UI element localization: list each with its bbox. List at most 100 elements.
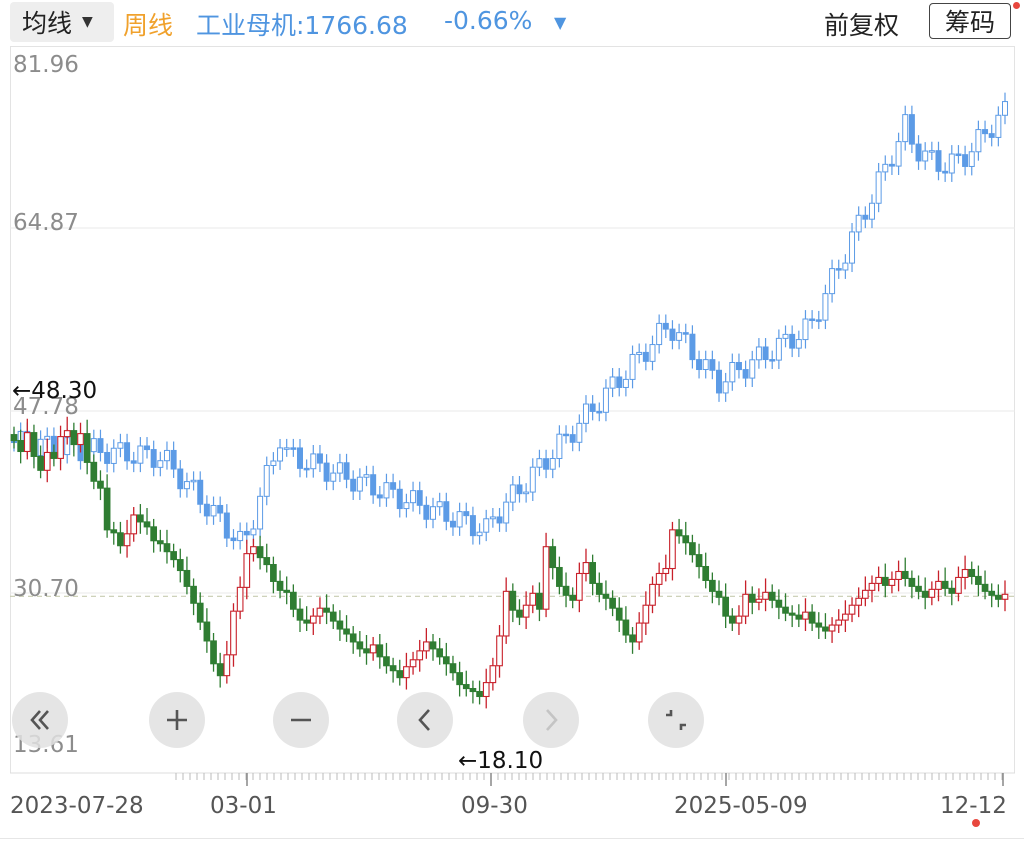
price-candle-body	[915, 585, 922, 592]
price-candle-body	[575, 572, 583, 601]
price-candle-body	[669, 529, 676, 570]
y-axis-label-3: 47.78	[13, 394, 79, 420]
index-candle-body	[124, 442, 131, 462]
index-candle-body	[689, 333, 696, 361]
index-candle-body	[795, 339, 802, 349]
price-candle-body	[43, 451, 51, 471]
index-candle-body	[489, 516, 496, 520]
scroll-to-start-button[interactable]	[12, 692, 68, 748]
moving-average-dropdown[interactable]: 均线 ▼	[10, 2, 114, 42]
price-candle-body	[782, 606, 789, 614]
x-axis-label-1: 2023-07-28	[10, 793, 144, 819]
index-candle-body	[576, 422, 583, 443]
price-candle-body	[808, 611, 816, 624]
index-candle-body	[316, 453, 323, 464]
index-candle-body	[942, 170, 949, 174]
index-candle-body	[203, 503, 210, 517]
index-candle-body	[915, 143, 922, 162]
plus-icon	[167, 710, 187, 730]
index-candle-body	[596, 410, 603, 414]
index-candle-body	[483, 518, 490, 533]
index-candle-body	[809, 318, 816, 322]
price-candle-body	[536, 592, 543, 610]
index-candle-body	[902, 114, 909, 143]
index-candle-body	[250, 528, 257, 536]
price-candle-body	[349, 633, 357, 643]
scroll-right-button[interactable]	[523, 692, 579, 748]
index-candle-body	[775, 337, 782, 361]
adjust-selector[interactable]: 前复权	[824, 11, 900, 40]
price-candle-body	[196, 602, 204, 623]
double-chevron-left-icon	[30, 710, 49, 730]
index-candle-body	[210, 504, 217, 517]
index-candle-body	[888, 163, 895, 167]
index-candle-body	[569, 434, 576, 443]
price-candle-body	[83, 433, 91, 463]
index-candle-body	[363, 474, 370, 478]
index-candle-body	[636, 351, 643, 355]
index-candle-body	[702, 359, 709, 371]
scroll-left-button[interactable]	[397, 692, 453, 748]
price-candle-body	[768, 591, 776, 601]
price-candle-body	[802, 611, 809, 620]
price-candle-body	[309, 615, 317, 624]
zoom-out-button[interactable]	[273, 692, 329, 748]
index-change: -0.66%	[444, 6, 533, 35]
index-candle-body	[270, 460, 277, 466]
price-candle-body	[635, 622, 643, 643]
index-candle-body	[523, 491, 530, 495]
index-candle-body	[995, 114, 1002, 138]
price-candle-body	[403, 666, 410, 679]
index-candle-body	[649, 344, 656, 362]
x-axis-label-3: 09-30	[461, 793, 528, 819]
price-candle-body	[363, 648, 370, 654]
index-candle-body	[456, 511, 463, 528]
index-candle-body	[868, 202, 875, 220]
index-candle-body	[982, 129, 989, 135]
index-candle-body	[463, 511, 470, 517]
index-candle-body	[336, 462, 343, 474]
price-candle-body	[37, 455, 44, 471]
price-candle-body	[888, 578, 896, 586]
index-name-value: 工业母机:1766.68	[196, 11, 408, 40]
price-candle-body	[975, 575, 982, 585]
price-candle-body	[416, 650, 424, 661]
price-candle-body	[110, 529, 118, 534]
index-candle-body	[769, 359, 776, 362]
price-candle-body	[542, 546, 550, 610]
fullscreen-exit-button[interactable]	[648, 692, 704, 748]
price-candle-body	[755, 598, 763, 603]
price-candle-body	[329, 611, 337, 622]
current-period-dot	[972, 819, 980, 827]
price-candle-body	[569, 594, 577, 601]
price-candle-body	[429, 641, 437, 650]
chip-distribution-button[interactable]: 筹码	[929, 3, 1011, 39]
index-candle-body	[563, 433, 570, 437]
index-candle-body	[536, 458, 543, 468]
price-candle-body	[183, 569, 191, 587]
x-axis-label-2: 03-01	[210, 793, 277, 819]
index-candle-body	[755, 346, 762, 361]
price-candle-body	[462, 684, 470, 690]
price-candle-body	[622, 619, 630, 636]
price-candle-body	[303, 619, 310, 624]
chart-area[interactable]	[10, 46, 1015, 773]
price-candle-body	[77, 433, 84, 446]
price-candle-body	[496, 635, 503, 667]
index-candle-body	[629, 353, 636, 380]
index-candle-body	[190, 479, 197, 483]
price-candle-body	[23, 432, 31, 453]
chevron-right-icon	[546, 709, 558, 731]
period-selector[interactable]: 周线	[123, 11, 174, 40]
zoom-in-button[interactable]	[149, 692, 205, 748]
index-candle-body	[782, 333, 789, 339]
index-candle-body	[642, 351, 649, 362]
high-price-marker: ←48.30	[12, 378, 98, 404]
index-candle-body	[356, 476, 363, 492]
price-candle-body	[522, 604, 530, 618]
price-candle-body	[476, 690, 483, 698]
index-candle-body	[829, 268, 836, 295]
price-candle-body	[901, 570, 909, 579]
price-candle-body	[343, 628, 350, 635]
price-candle-body	[230, 610, 237, 656]
